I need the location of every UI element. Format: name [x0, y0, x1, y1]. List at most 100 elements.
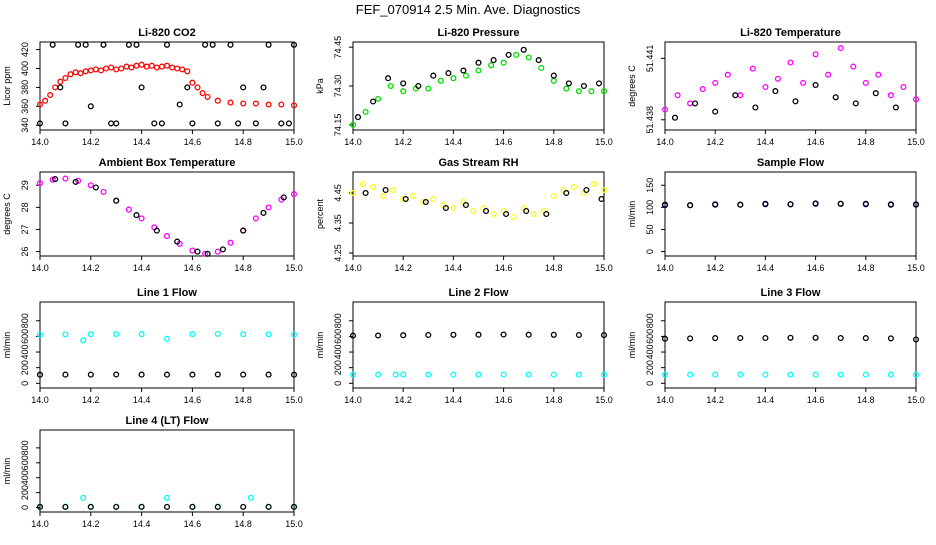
y-axis-label: kPa	[315, 78, 325, 94]
y-tick-label: 600	[20, 329, 30, 344]
data-point	[600, 332, 608, 339]
data-point	[49, 176, 56, 183]
data-point	[450, 371, 457, 378]
data-point	[912, 96, 920, 103]
y-tick-label: 420	[20, 42, 30, 57]
data-point	[62, 331, 69, 338]
data-point	[57, 78, 64, 85]
data-point	[712, 201, 719, 208]
plot-frame	[39, 429, 295, 513]
data-point	[265, 101, 272, 108]
data-point	[290, 371, 298, 378]
y-tick-label: 0	[20, 505, 30, 510]
data-point	[687, 371, 694, 378]
data-point	[425, 85, 432, 92]
data-point	[550, 331, 557, 338]
data-point	[72, 178, 79, 185]
data-point	[163, 335, 171, 342]
data-point	[505, 51, 512, 58]
data-point	[204, 93, 211, 100]
panel-title: Line 1 Flow	[137, 287, 197, 299]
data-point	[67, 71, 74, 78]
data-point	[184, 84, 191, 91]
x-tick-label: 14.0	[31, 519, 49, 529]
data-point	[792, 98, 799, 105]
data-point	[278, 101, 285, 108]
data-point	[62, 120, 69, 127]
data-point	[812, 51, 819, 58]
data-point	[488, 62, 495, 69]
data-point	[199, 90, 206, 97]
data-point	[176, 101, 183, 108]
data-point	[812, 334, 819, 341]
data-point	[543, 210, 550, 218]
plot-frame	[664, 301, 917, 389]
data-point	[687, 202, 694, 209]
data-point	[430, 72, 437, 79]
data-point	[550, 371, 557, 378]
figure-title: FEF_070914 2.5 Min. Ave. Diagnostics	[356, 2, 581, 17]
data-point	[538, 64, 545, 71]
y-axis-label: percent	[315, 198, 325, 229]
data-point	[36, 331, 44, 338]
x-tick-label: 14.4	[133, 395, 151, 405]
data-point	[227, 41, 234, 48]
data-point	[692, 100, 699, 107]
series-2-5-min-average	[36, 61, 298, 109]
data-point	[36, 120, 44, 127]
data-point	[189, 371, 196, 378]
x-tick-label: 14.4	[133, 263, 151, 273]
data-point	[737, 92, 744, 99]
data-point	[62, 74, 69, 82]
series-2-5-min-average	[36, 330, 298, 344]
panel-sample_flow: Sample Flow ml/min 14.0 14.2 14.4 14.6 14.8 15.…	[627, 157, 925, 273]
data-point	[349, 189, 357, 197]
panel-line4: Line 4 (LT) Flow ml/min 14.0 14.2 14.4 14.6 14…	[2, 415, 303, 529]
data-point	[737, 201, 744, 208]
data-point	[240, 100, 247, 107]
data-point	[36, 180, 44, 187]
x-tick-label: 15.0	[285, 263, 303, 273]
y-tick-label: 74.45	[333, 36, 343, 59]
y-axis-label: ml/min	[2, 332, 12, 359]
x-tick-label: 14.2	[394, 137, 412, 147]
data-point	[862, 79, 869, 86]
data-point	[475, 371, 482, 378]
data-point	[290, 102, 298, 109]
data-point	[174, 238, 181, 245]
data-point	[772, 88, 779, 95]
data-point	[227, 99, 234, 106]
x-tick-label: 15.0	[907, 395, 925, 405]
y-tick-label: 400	[333, 345, 343, 360]
data-point	[563, 189, 570, 197]
data-point	[687, 335, 694, 342]
x-tick-label: 14.8	[857, 395, 875, 405]
data-point	[912, 336, 920, 343]
series-raw	[36, 371, 298, 378]
x-tick-label: 14.2	[394, 395, 412, 405]
y-axis-label: degrees C	[627, 65, 637, 107]
plot-frame	[39, 171, 295, 257]
y-tick-label: 200	[645, 360, 655, 375]
data-point	[113, 197, 120, 204]
data-point	[62, 371, 69, 378]
data-point	[278, 120, 285, 127]
data-point	[520, 46, 527, 53]
data-point	[354, 114, 362, 121]
x-tick-label: 14.4	[757, 395, 775, 405]
data-point	[787, 201, 794, 208]
x-tick-label: 14.2	[706, 263, 724, 273]
data-point	[240, 331, 247, 338]
data-point	[437, 77, 444, 84]
x-tick-label: 14.6	[184, 395, 202, 405]
data-point	[57, 84, 64, 91]
data-point	[583, 186, 590, 194]
data-point	[482, 207, 490, 215]
series-raw	[36, 503, 298, 510]
x-tick-label: 14.4	[445, 137, 463, 147]
data-point	[598, 195, 605, 203]
data-point	[732, 92, 739, 99]
data-point	[153, 227, 160, 234]
data-point	[260, 209, 267, 216]
